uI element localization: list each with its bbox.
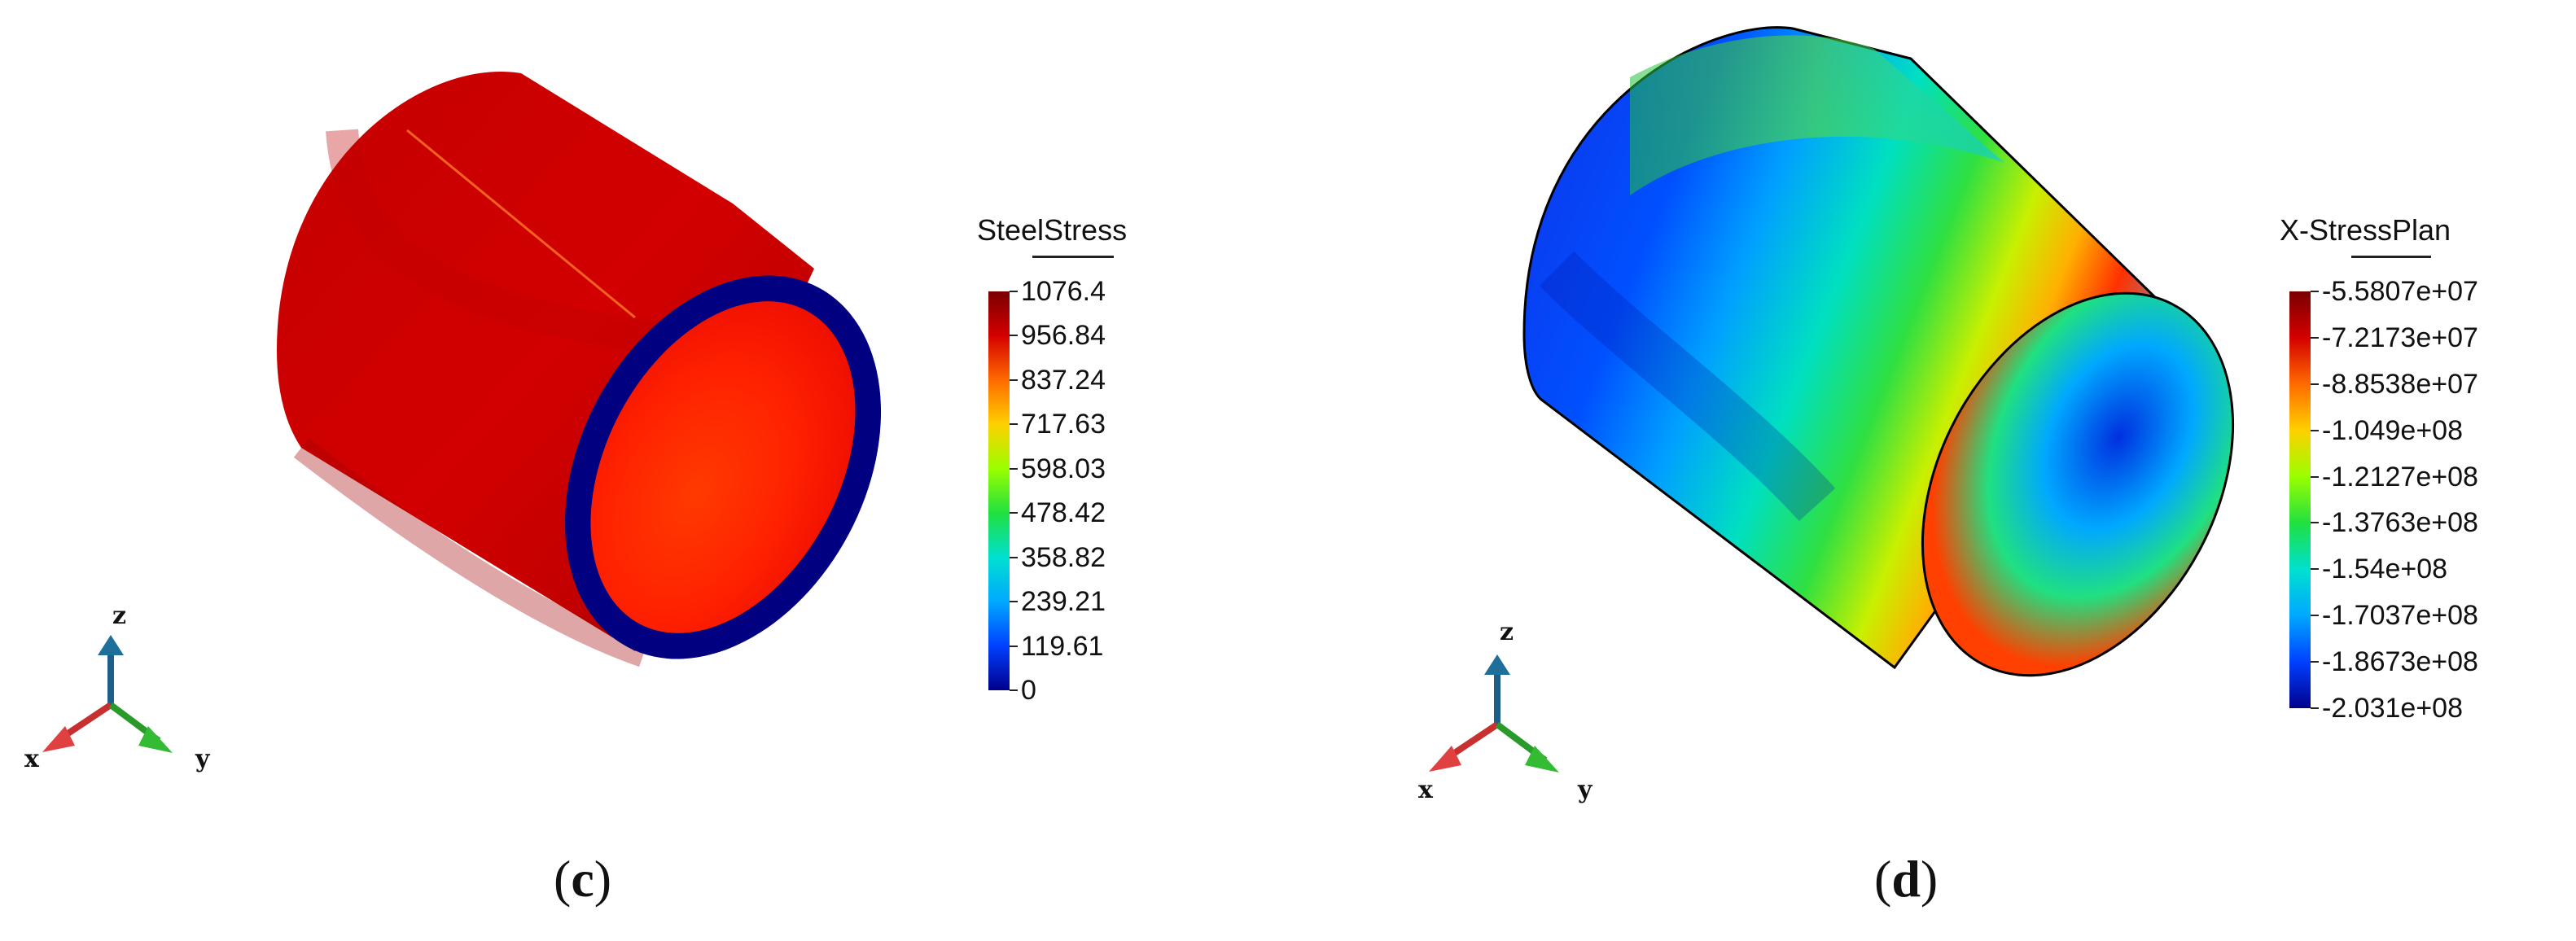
legend-title: X-StressPlan xyxy=(2280,213,2451,247)
colorbar xyxy=(988,291,1010,690)
panel-caption: (d) xyxy=(1874,850,1939,908)
colorbar-tick-label: 1076.4 xyxy=(1021,276,1106,307)
colorbar-tick-label: 0 xyxy=(1021,675,1036,706)
colorbar-tick-label: -1.54e+08 xyxy=(2322,554,2448,585)
colorbar xyxy=(2289,291,2311,708)
colorbar-tick-label: 478.42 xyxy=(1021,497,1106,529)
weld-seam-line xyxy=(406,129,636,319)
axis-triad: z x y xyxy=(24,602,211,773)
x-axis-label: x xyxy=(1418,776,1434,804)
colorbar-tick-mark xyxy=(1010,335,1018,337)
z-axis-label: z xyxy=(1500,618,1514,646)
axis-triad: z x y xyxy=(1418,618,1593,804)
colorbar-tick-label: -1.7037e+08 xyxy=(2322,600,2478,632)
colorbar-tick-mark xyxy=(2311,291,2319,292)
colorbar-tick-mark xyxy=(1010,601,1018,603)
legend-title: SteelStress xyxy=(977,213,1128,247)
colorbar-tick-mark xyxy=(1010,512,1018,514)
colorbar-tick-label: -1.3763e+08 xyxy=(2322,507,2478,539)
colorbar-tick-mark xyxy=(1010,645,1018,647)
legend-title-underline xyxy=(2351,256,2431,258)
colorbar-tick-mark xyxy=(2311,522,2319,524)
colorbar-tick-mark xyxy=(2311,661,2319,663)
legend-title-underline xyxy=(1032,256,1114,258)
y-axis-label: y xyxy=(195,745,211,773)
colorbar-tick-mark xyxy=(1010,556,1018,558)
colorbar-tick-label: 837.24 xyxy=(1021,364,1106,396)
colorbar-tick-label: -7.2173e+07 xyxy=(2322,322,2478,353)
colorbar-tick-mark xyxy=(2311,615,2319,617)
colorbar-tick-label: -5.5807e+07 xyxy=(2322,276,2478,307)
colorbar-tick-mark xyxy=(1010,379,1018,381)
panel-d: z x y X-StressPlan -5.5807e+07 -7.2173e+0… xyxy=(1288,0,2576,941)
colorbar-tick-mark xyxy=(1010,467,1018,470)
colorbar-tick-mark xyxy=(1010,423,1018,426)
colorbar-tick-mark xyxy=(2311,336,2319,339)
colorbar-tick-label: -1.2127e+08 xyxy=(2322,461,2478,492)
colorbar-tick-label: 119.61 xyxy=(1021,630,1104,662)
colorbar-tick-mark xyxy=(1010,291,1018,292)
colorbar-tick-label: -1.8673e+08 xyxy=(2322,646,2478,678)
panel-c: z x y SteelStress 1076.4 956.84 837.24 717.… xyxy=(24,71,1128,908)
colorbar-tick-label: 717.63 xyxy=(1021,409,1106,440)
colorbar-tick-mark xyxy=(2311,429,2319,431)
z-axis-label: z xyxy=(112,602,126,630)
steel-tube-render: z x y xyxy=(24,71,882,773)
colorbar-tick-label: -1.049e+08 xyxy=(2322,414,2463,446)
panel-caption: (c) xyxy=(554,850,612,908)
stress-plan-render: z x y xyxy=(1418,26,2235,804)
colorbar-tick-label: 358.82 xyxy=(1021,541,1106,573)
colorbar-tick-label: 598.03 xyxy=(1021,453,1106,484)
colorbar-tick-label: 239.21 xyxy=(1021,586,1106,618)
y-axis-label: y xyxy=(1577,776,1593,804)
colorbar-tick-label: -2.031e+08 xyxy=(2322,693,2463,724)
plate-end-face xyxy=(1921,291,2235,677)
colorbar-tick-label: 956.84 xyxy=(1021,320,1106,352)
colorbar-tick-label: -8.8538e+07 xyxy=(2322,368,2478,400)
colorbar-tick-mark xyxy=(2311,707,2319,709)
colorbar-tick-mark xyxy=(1010,689,1018,691)
tube-inner-face xyxy=(590,301,856,633)
colorbar-tick-mark xyxy=(2311,475,2319,478)
colorbar-tick-mark xyxy=(2311,383,2319,385)
x-axis-label: x xyxy=(24,745,40,773)
colorbar-tick-mark xyxy=(2311,568,2319,571)
